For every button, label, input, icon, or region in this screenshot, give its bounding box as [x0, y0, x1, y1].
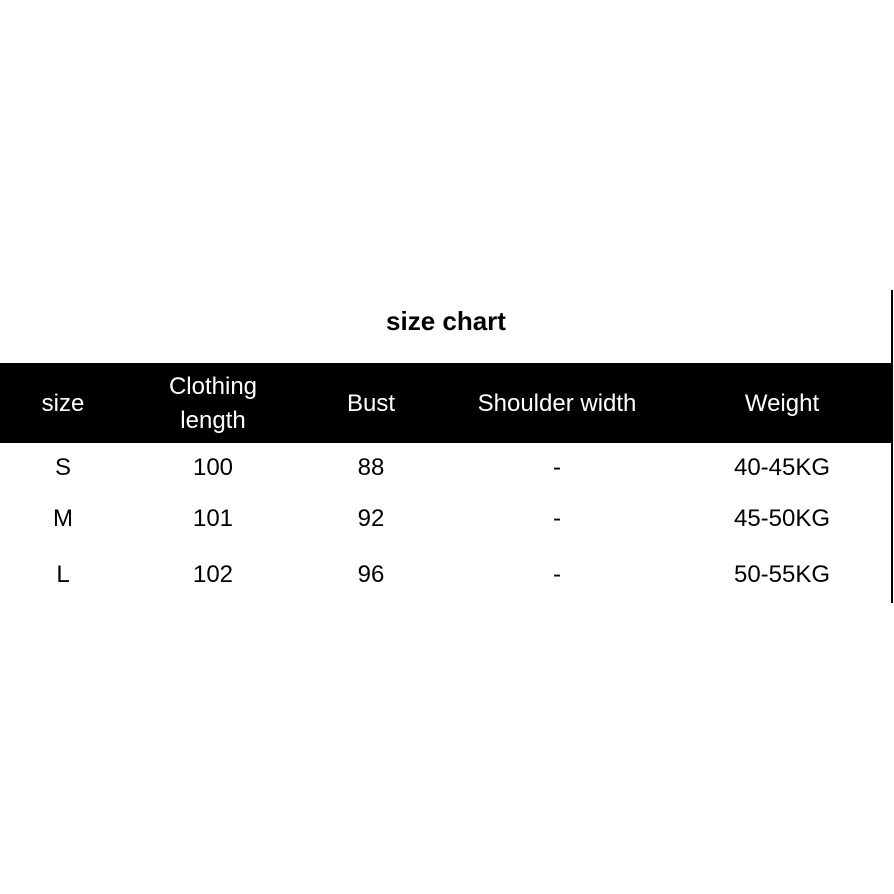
header-weight: Weight: [744, 390, 820, 417]
header-clothing-length: Clothing length: [169, 370, 257, 438]
cell-size: S: [54, 454, 72, 481]
cell-shoulder-width: -: [553, 505, 561, 532]
cell-bust: 88: [357, 454, 385, 481]
cell-weight: 45-50KG: [733, 505, 831, 532]
table-header: [0, 363, 892, 443]
border-line: [891, 290, 893, 603]
cell-bust: 92: [357, 505, 385, 532]
cell-shoulder-width: -: [553, 561, 561, 588]
cell-shoulder-width: -: [553, 454, 561, 481]
cell-size: L: [56, 561, 70, 588]
cell-weight: 40-45KG: [733, 454, 831, 481]
cell-weight: 50-55KG: [733, 561, 831, 588]
page-title: size chart: [386, 306, 506, 336]
header-clothing-line2: length: [180, 407, 246, 434]
header-size: size: [41, 390, 85, 417]
header-shoulder-width: Shoulder width: [477, 390, 637, 417]
cell-bust: 96: [357, 561, 385, 588]
cell-clothing-length: 102: [192, 561, 234, 588]
cell-size: M: [53, 505, 73, 532]
header-clothing-line1: Clothing: [168, 373, 258, 400]
cell-clothing-length: 101: [192, 505, 234, 532]
header-bust: Bust: [346, 390, 396, 417]
cell-clothing-length: 100: [192, 454, 234, 481]
